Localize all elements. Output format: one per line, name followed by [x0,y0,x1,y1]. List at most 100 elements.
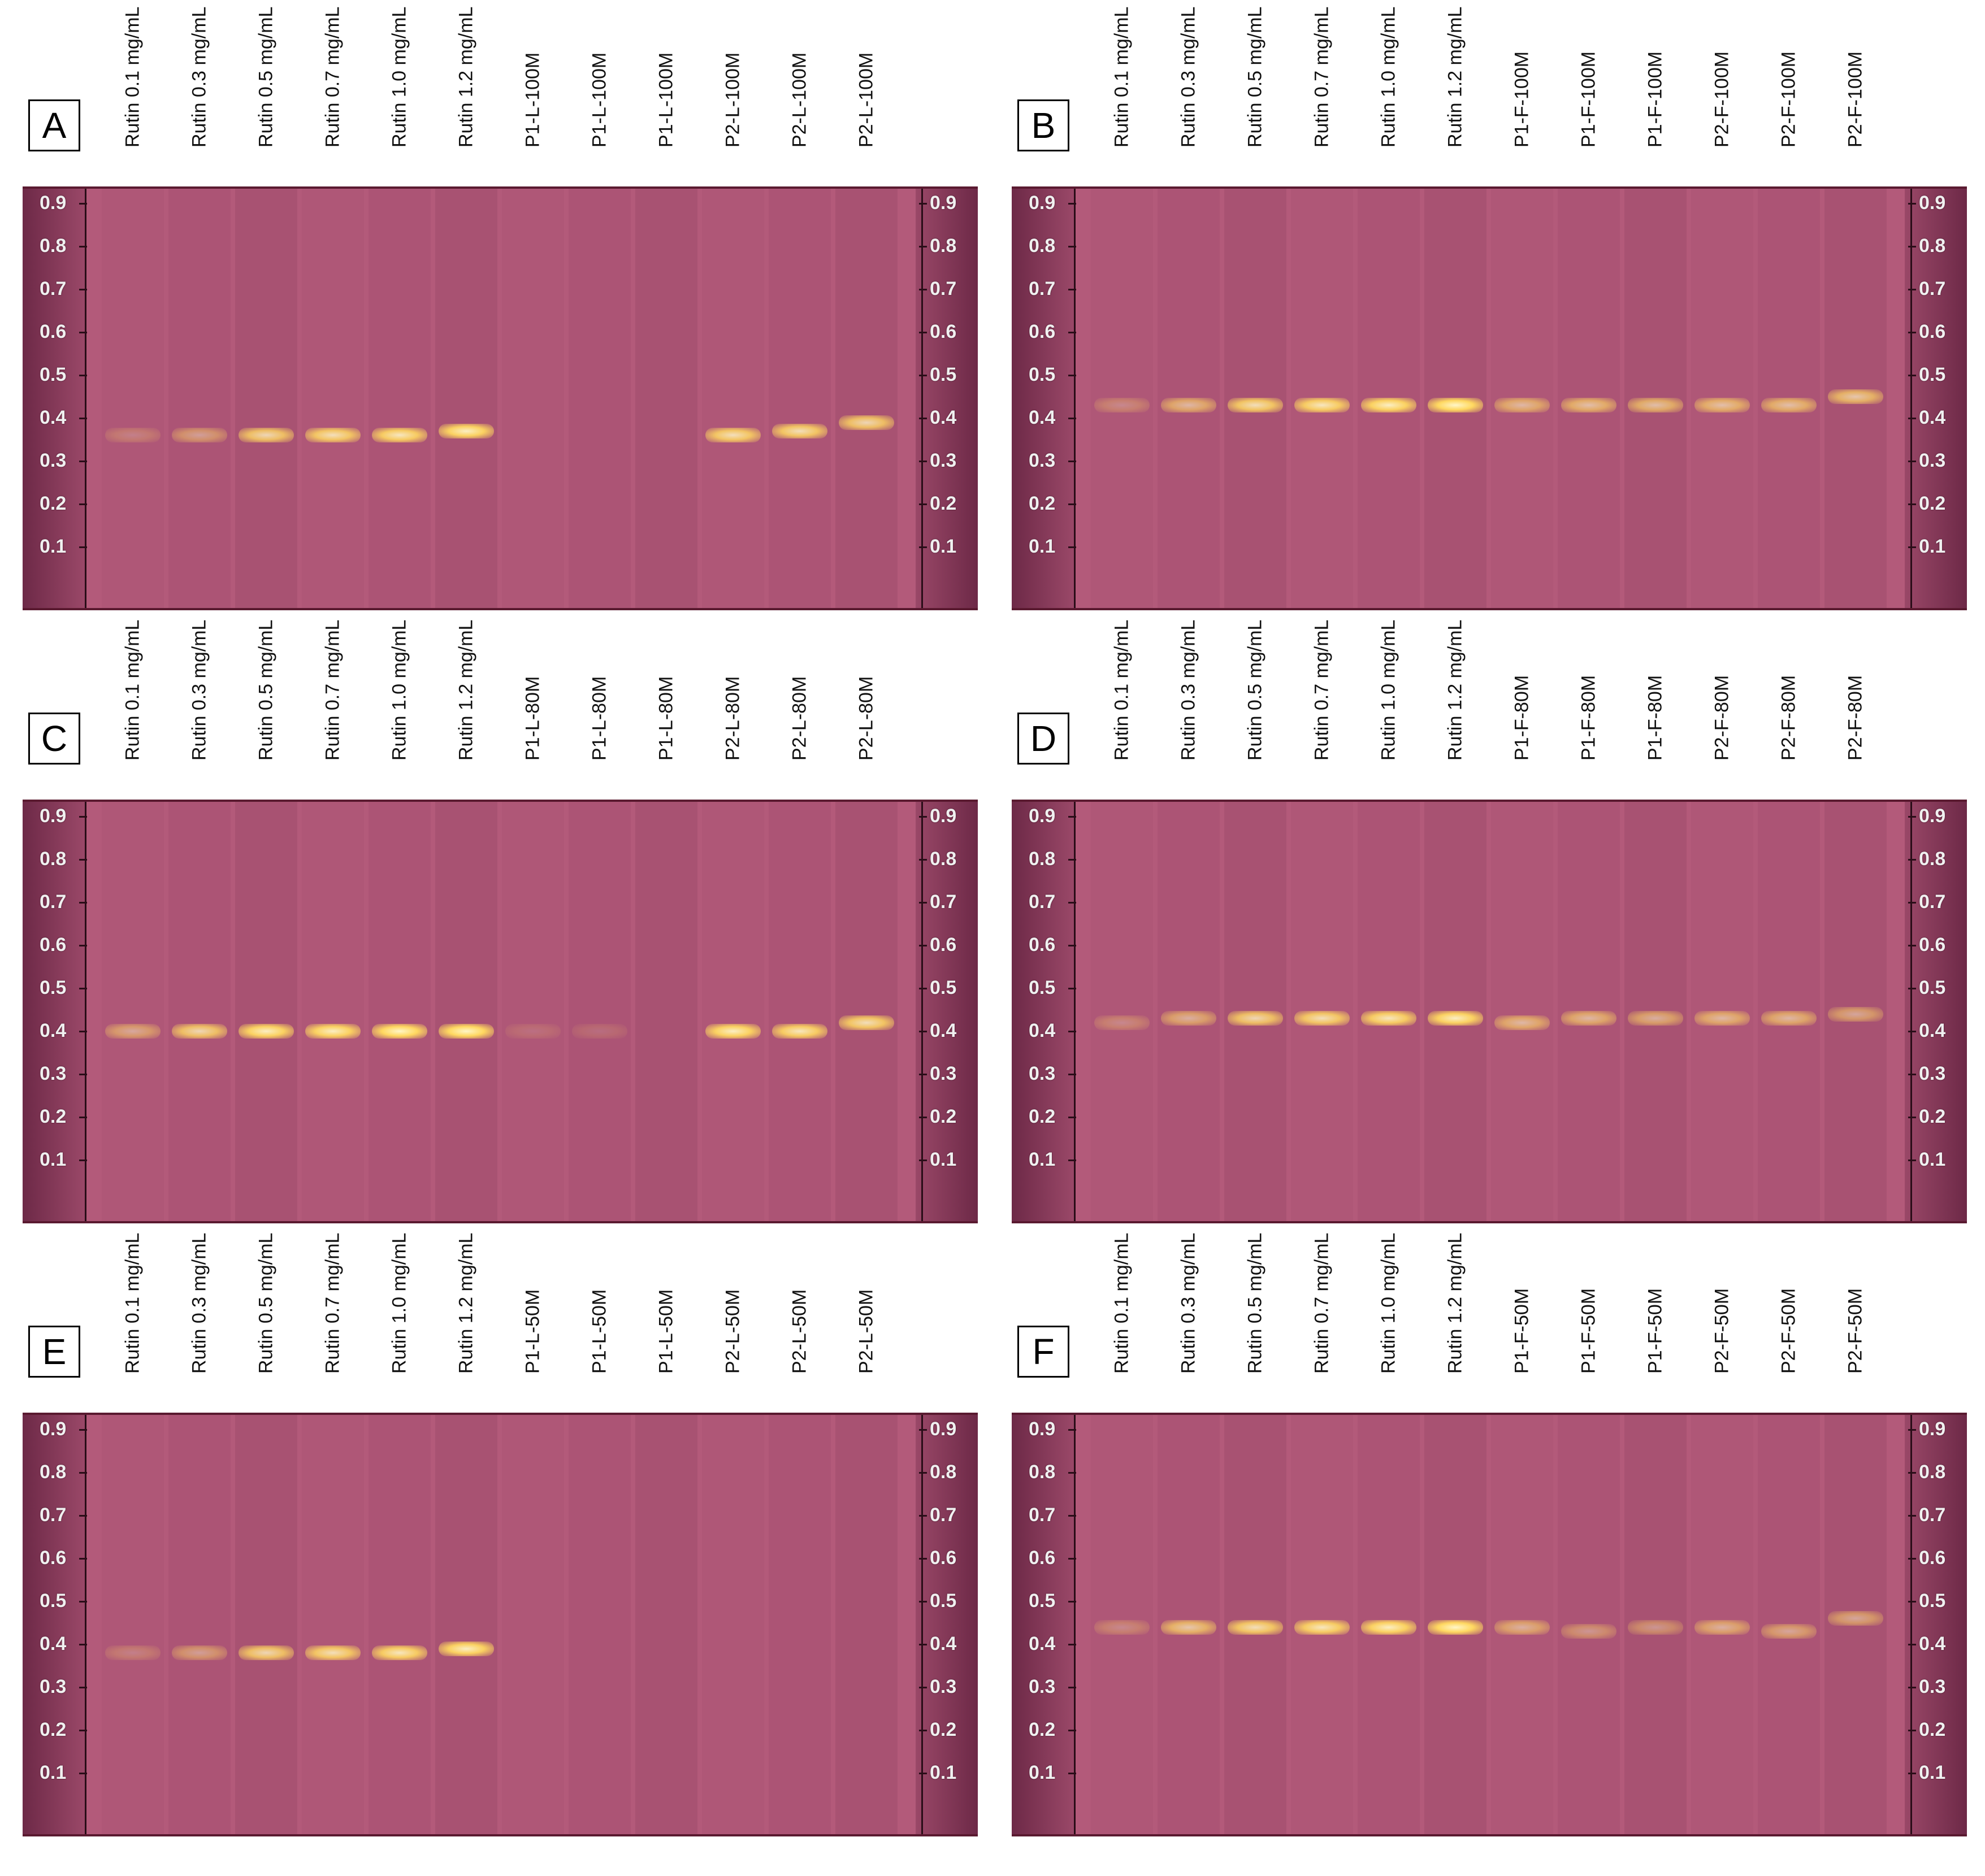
rf-tick-label-right: 0.8 [1919,1461,1946,1483]
spot-band [1761,1624,1817,1639]
lane [1758,1415,1820,1834]
rf-tick-label-right: 0.2 [1919,1106,1946,1127]
rf-axis-right [1910,802,1912,1221]
lane [1624,802,1687,1221]
lane-label: P2-F-100M [1772,0,1806,170]
lane-label-text: P2-L-50M [722,1289,744,1374]
plate-edge-left [1012,1415,1074,1834]
rf-tick-left [79,1773,87,1774]
lane-label: Rutin 0.3 mg/mL [1172,613,1206,783]
lane-label-text: P1-L-100M [655,52,677,147]
lane-label: P2-L-80M [850,613,883,783]
rf-tick-label-right: 0.1 [1919,536,1946,557]
lane-label-text: Rutin 0.1 mg/mL [122,1232,144,1374]
lane-label: P2-L-100M [716,0,750,170]
rf-tick-left [1068,945,1076,946]
lane-label: P2-L-80M [716,613,750,783]
rf-tick-label-left: 0.3 [40,1063,67,1084]
lane [1624,189,1687,608]
lane-label-text: P2-L-100M [788,52,811,147]
lane [1824,189,1887,608]
rf-tick-label-right: 0.9 [930,192,957,214]
lane-label-text: Rutin 1.0 mg/mL [388,1232,410,1374]
plate-edge-right [1905,1415,1967,1834]
spot-band [1361,1619,1416,1635]
rf-tick-label-left: 0.3 [40,450,67,471]
rf-tick-label-right: 0.5 [930,1590,957,1612]
lane [102,1415,164,1834]
rf-tick-label-right: 0.2 [930,493,957,514]
lane-label-text: P1-L-80M [522,676,544,761]
rf-tick-label-right: 0.4 [1919,1020,1946,1041]
rf-tick-label-right: 0.2 [930,1719,957,1740]
lane-label-text: P1-L-80M [588,676,610,761]
rf-tick-label-left: 0.1 [1029,1149,1056,1170]
rf-tick-right [1908,246,1916,247]
lane [1824,802,1887,1221]
lane-label-text: P1-L-80M [655,676,677,761]
rf-tick-label-left: 0.5 [1029,1590,1056,1612]
lane-label-text: Rutin 0.3 mg/mL [188,619,210,761]
rf-tick-right [919,1558,927,1560]
rf-tick-left [1068,1160,1076,1161]
lane [835,1415,898,1834]
rf-tick-right [919,1687,927,1688]
rf-tick-right [1908,859,1916,861]
lane-label: Rutin 1.0 mg/mL [383,1226,417,1396]
lane [835,802,898,1221]
lane [102,802,164,1221]
lane-label: P1-F-80M [1505,613,1539,783]
rf-tick-left [79,1644,87,1645]
lane-label-text: P1-F-50M [1511,1288,1533,1374]
spot-band [239,428,294,443]
lane-label: Rutin 0.7 mg/mL [316,613,350,783]
rf-tick-label-right: 0.5 [1919,364,1946,385]
spot-band [1828,1611,1883,1626]
spot-band [372,428,427,443]
rf-tick-left [1068,859,1076,861]
lane [302,1415,364,1834]
rf-tick-label-right: 0.5 [930,364,957,385]
rf-axis-right [921,189,923,608]
lane-label: P1-F-50M [1639,1226,1672,1396]
spot-band [839,415,894,430]
lane-label: Rutin 1.0 mg/mL [1372,1226,1406,1396]
lane-label: Rutin 1.2 mg/mL [449,0,483,170]
lane [168,189,231,608]
rf-tick-right [1908,1773,1916,1774]
rf-tick-label-left: 0.5 [40,364,67,385]
spot-band [1161,1619,1216,1635]
lane-label-text: P2-F-50M [1778,1288,1800,1374]
lane-label: P1-L-80M [516,613,550,783]
rf-tick-label-right: 0.9 [1919,805,1946,827]
lane-label: P2-L-50M [783,1226,817,1396]
rf-tick-right [919,816,927,818]
rf-tick-label-left: 0.9 [1029,192,1056,214]
lane [168,802,231,1221]
lane [1158,189,1220,608]
rf-axis-left [85,1415,86,1834]
rf-tick-left [1068,1429,1076,1431]
tlc-plate: 0.9 0.9 0.8 0.8 0.7 0.7 0.6 0.6 0.5 0.5 0.4 0.4 0.3 0… [1012,800,1967,1223]
lane-label: Rutin 0.7 mg/mL [1305,0,1339,170]
rf-tick-right [1908,1515,1916,1517]
rf-tick-right [1908,1644,1916,1645]
spot-band [239,1024,294,1039]
panel-letter: D [1017,713,1069,765]
panel-a: A Rutin 0.1 mg/mL Rutin 0.3 mg/mL Rutin 0.5… [23,0,978,610]
rf-tick-label-right: 0.4 [930,1020,957,1041]
spot-band [1561,1011,1616,1026]
spot-band [1294,398,1350,413]
lane [702,1415,764,1834]
rf-tick-left [1068,1074,1076,1075]
rf-tick-label-right: 0.9 [1919,1418,1946,1440]
lane-label-text: P2-L-50M [855,1289,877,1374]
rf-tick-left [79,1558,87,1560]
lane-label-text: Rutin 0.1 mg/mL [122,619,144,761]
panel-c: C Rutin 0.1 mg/mL Rutin 0.3 mg/mL Rutin 0.5… [23,613,978,1223]
rf-tick-left [1068,1515,1076,1517]
rf-tick-label-right: 0.7 [930,1504,957,1526]
lane [1158,802,1220,1221]
rf-tick-label-right: 0.9 [930,805,957,827]
rf-tick-right [1908,418,1916,419]
